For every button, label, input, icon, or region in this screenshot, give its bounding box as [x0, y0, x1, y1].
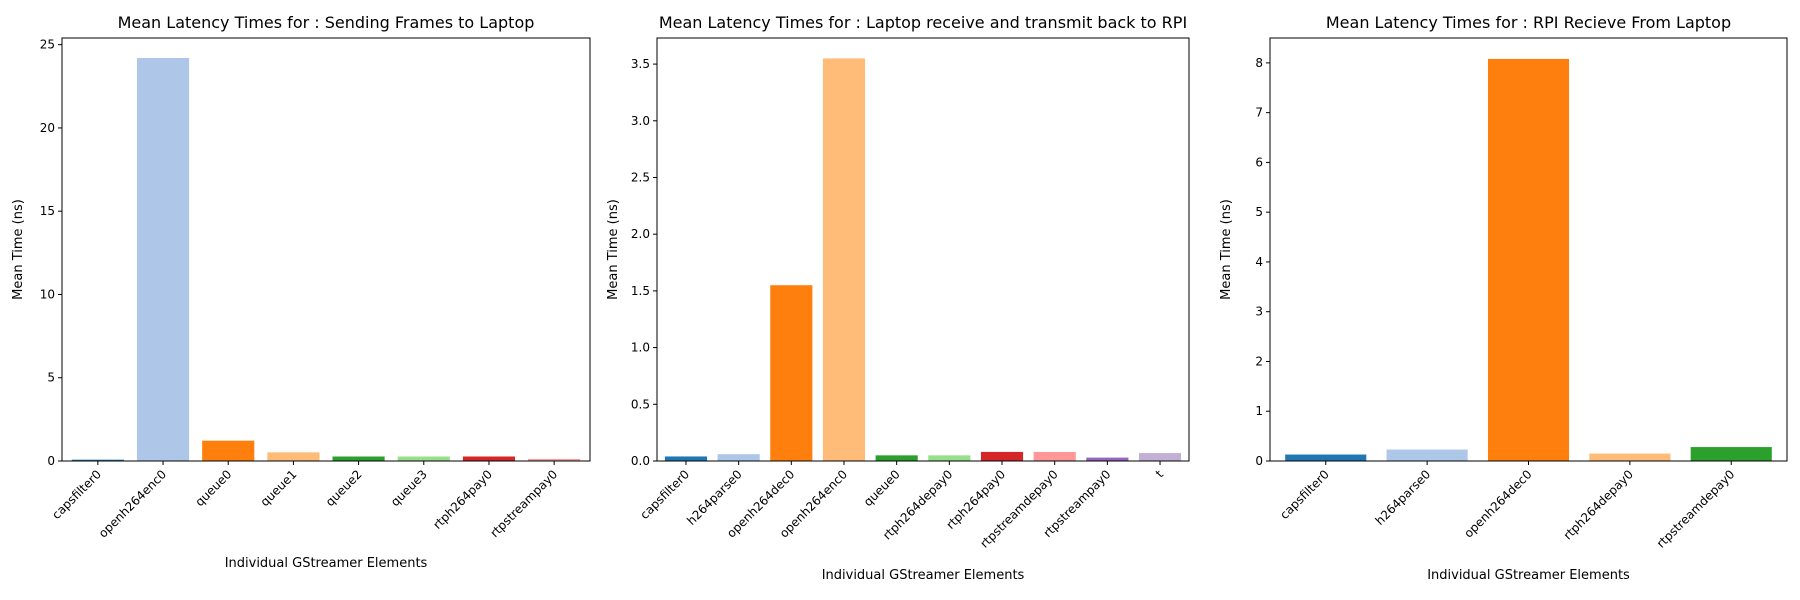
x-axis-label: Individual GStreamer Elements	[1427, 568, 1630, 583]
y-tick-label: 2.5	[631, 170, 650, 184]
y-tick-label: 1.5	[631, 284, 650, 298]
bar-h264parse0	[717, 454, 760, 461]
x-tick-label: queue3	[388, 467, 430, 509]
axes-frame	[61, 37, 591, 462]
x-tick-label: rtph264pay0	[430, 467, 495, 532]
bar-openh264enc0	[136, 57, 190, 461]
x-tick-label: openh264dec0	[1461, 467, 1534, 540]
y-tick-label: 7	[1255, 106, 1263, 120]
y-tick-label: 0.0	[631, 454, 650, 468]
y-tick-label: 6	[1255, 155, 1263, 169]
x-tick-label: rtph264depay0	[1561, 467, 1636, 542]
y-tick-label: 3	[1255, 305, 1263, 319]
chart-title: Mean Latency Times for : Laptop receive …	[659, 13, 1187, 32]
bar-rtph264pay0	[980, 451, 1024, 461]
x-tick-label: h264parse0	[1373, 467, 1434, 528]
bar-rtph264depay0	[928, 455, 971, 461]
y-tick-label: 10	[40, 287, 55, 301]
x-tick-label: openh264enc0	[96, 467, 169, 540]
bar-t	[1138, 453, 1182, 461]
chart-title: Mean Latency Times for : RPI Recieve Fro…	[1326, 13, 1731, 32]
y-axis-label: Mean Time (ns)	[1219, 199, 1234, 300]
bar-queue2	[332, 456, 385, 461]
bar-rtpstreamdepay0	[1033, 451, 1076, 461]
y-tick-label: 1.0	[631, 341, 650, 355]
chart-panel-3: 0 1 2 3 4 5 6 7 8 capsfilter0 h264parse0 openh264de…	[1219, 13, 1788, 583]
x-tick-label: rtpstreampay0	[487, 467, 560, 540]
y-tick-label: 2	[1255, 354, 1263, 368]
bar-rtph264depay0	[1589, 453, 1671, 461]
y-tick-label: 25	[40, 38, 55, 52]
x-tick-label: queue0	[192, 467, 234, 509]
bar-queue3	[397, 456, 450, 461]
x-tick-label: queue0	[861, 467, 903, 509]
y-tick-label: 3.0	[631, 114, 650, 128]
y-tick-label: 20	[40, 121, 55, 135]
x-tick-label: queue1	[258, 467, 300, 509]
x-axis-label: Individual GStreamer Elements	[822, 568, 1025, 583]
x-axis-label: Individual GStreamer Elements	[225, 556, 428, 571]
y-tick-label: 0	[1255, 454, 1263, 468]
bar-openh264enc0	[822, 58, 866, 461]
x-tick-label: capsfilter0	[49, 467, 104, 522]
bar-queue0	[875, 455, 918, 461]
y-tick-label: 0	[47, 454, 55, 468]
x-tick-label: capsfilter0	[637, 467, 692, 522]
axes-frame	[656, 37, 1190, 462]
y-tick-label: 5	[1255, 205, 1263, 219]
bar-rtpstreamdepay0	[1690, 447, 1772, 461]
y-tick-label: 3.5	[631, 57, 650, 71]
chart-panel-2: 0.00.51.01.52.02.53.03.5capsfilter0h264p…	[606, 13, 1190, 583]
x-tick-label: t	[1153, 467, 1166, 480]
chart-title: Mean Latency Times for : Sending Frames …	[118, 13, 535, 32]
bar-capsfilter0	[71, 459, 124, 461]
y-tick-label: 4	[1255, 255, 1263, 269]
y-axis-label: Mean Time (ns)	[606, 199, 621, 300]
y-tick-label: 15	[40, 204, 55, 218]
bar-rtph264pay0	[462, 456, 516, 461]
bar-queue1	[267, 452, 320, 461]
bar-queue0	[202, 440, 255, 461]
y-tick-label: 8	[1255, 56, 1263, 70]
bar-h264parse0	[1386, 449, 1468, 461]
y-tick-label: 2.0	[631, 227, 650, 241]
x-tick-label: queue2	[323, 467, 365, 509]
bar-rtpstreampay0	[528, 459, 581, 461]
y-tick-label: 5	[47, 371, 55, 385]
y-tick-label: 0.5	[631, 397, 650, 411]
bar-capsfilter0	[1285, 454, 1367, 461]
bar-rtpstreampay0	[1086, 457, 1129, 461]
y-axis-label: Mean Time (ns)	[11, 199, 26, 300]
x-tick-label: capsfilter0	[1277, 467, 1332, 522]
bar-openh264dec0	[1487, 58, 1570, 461]
x-tick-label: rtpstreamdepay0	[1654, 467, 1737, 550]
bar-capsfilter0	[664, 456, 708, 461]
y-tick-label: 1	[1255, 404, 1263, 418]
bar-openh264dec0	[770, 285, 813, 461]
